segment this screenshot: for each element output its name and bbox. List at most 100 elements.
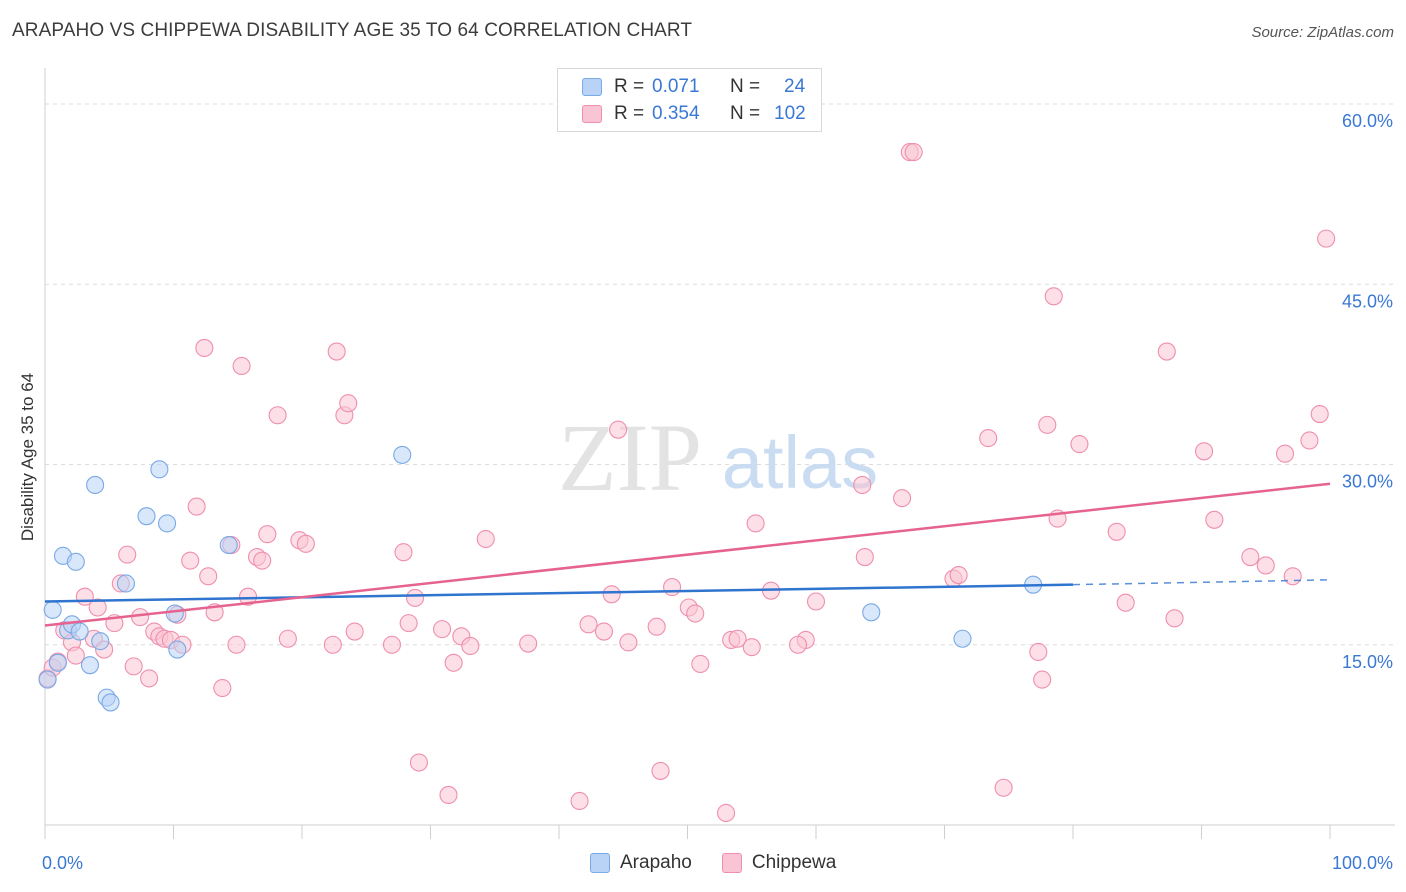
data-point-arapaho (393, 445, 412, 464)
data-point-chippewa (296, 534, 315, 553)
data-point-chippewa (227, 635, 246, 654)
data-point-chippewa (66, 646, 85, 665)
data-point-chippewa (691, 654, 710, 674)
data-point-chippewa (140, 669, 159, 688)
data-point-chippewa (476, 529, 495, 549)
data-point-arapaho (168, 640, 187, 659)
data-point-chippewa (949, 566, 968, 585)
data-point-chippewa (258, 525, 277, 544)
bottom-legend-label-chippewa: Chippewa (751, 852, 837, 873)
data-point-chippewa (439, 785, 458, 805)
data-point-chippewa (399, 614, 418, 633)
data-point-chippewa (594, 622, 614, 641)
y-tick-label: 60.0% (1342, 111, 1393, 131)
data-point-chippewa (88, 598, 107, 617)
data-point-chippewa (238, 587, 258, 606)
data-point-chippewa (278, 629, 297, 648)
data-point-arapaho (219, 535, 238, 555)
data-point-arapaho (38, 670, 57, 689)
data-point-chippewa (855, 547, 874, 567)
watermark-zip: ZIP (558, 404, 702, 511)
data-point-chippewa (1038, 415, 1057, 434)
data-point-chippewa (187, 497, 206, 516)
data-point-chippewa (1107, 522, 1126, 541)
data-point-chippewa (619, 633, 638, 652)
data-point-chippewa (433, 620, 452, 639)
y-tick-label: 15.0% (1342, 652, 1393, 672)
legend-swatch-chippewa (582, 105, 602, 123)
trend-lines (44, 482, 1331, 627)
data-point-chippewa (602, 585, 621, 604)
data-point-chippewa (461, 636, 480, 656)
y-tick-label: 30.0% (1342, 472, 1393, 492)
data-point-chippewa (647, 617, 666, 636)
data-point-chippewa (609, 420, 628, 439)
bottom-legend-label-arapaho: Arapaho (620, 852, 692, 873)
data-point-chippewa (394, 543, 413, 562)
data-point-chippewa (1044, 287, 1063, 306)
data-point-arapaho (91, 632, 110, 651)
data-point-chippewa (904, 143, 923, 162)
data-points (38, 143, 1336, 823)
bottom-legend-arapaho[interactable]: Arapaho (590, 852, 692, 874)
legend-row-arapaho: R = 0.071 N = 24 (582, 75, 805, 99)
data-point-chippewa (268, 406, 287, 425)
data-point-chippewa (746, 514, 765, 533)
watermark: ZIP atlas (558, 404, 878, 511)
data-point-arapaho (165, 604, 184, 623)
trend-line-arapaho (44, 583, 1074, 603)
data-point-chippewa (124, 657, 143, 676)
bottom-legend-chippewa[interactable]: Chippewa (721, 852, 837, 874)
data-point-chippewa (345, 622, 364, 641)
data-point-arapaho (48, 653, 67, 672)
x-tick-label: 0.0% (42, 853, 83, 873)
data-point-chippewa (1310, 404, 1329, 424)
data-point-chippewa (742, 638, 761, 657)
data-point-chippewa (118, 545, 137, 564)
legend-swatch-arapaho (582, 78, 602, 96)
data-point-chippewa (1300, 431, 1319, 450)
data-point-arapaho (116, 574, 136, 593)
data-point-arapaho (66, 552, 85, 571)
data-point-chippewa (994, 778, 1013, 797)
data-point-chippewa (406, 588, 425, 607)
legend-n-label: N = (730, 76, 761, 97)
data-point-chippewa (893, 489, 912, 508)
data-point-chippewa (195, 338, 214, 358)
data-point-chippewa (579, 615, 598, 634)
trend-line-extension-arapaho (1072, 579, 1331, 586)
data-point-arapaho (101, 693, 120, 712)
data-point-chippewa (1241, 547, 1260, 567)
data-point-chippewa (519, 634, 538, 653)
data-point-chippewa (1033, 670, 1052, 689)
data-point-chippewa (853, 475, 872, 494)
data-point-arapaho (158, 514, 177, 533)
data-point-chippewa (327, 342, 346, 361)
data-point-chippewa (1205, 510, 1224, 529)
bottom-legend: Arapaho Chippewa (590, 852, 866, 874)
data-point-chippewa (213, 678, 232, 698)
data-point-chippewa (409, 753, 428, 772)
bottom-legend-swatch-arapaho (590, 853, 610, 873)
legend-r-label: R = (614, 76, 645, 97)
data-point-chippewa (1195, 442, 1214, 461)
data-point-chippewa (570, 791, 589, 811)
y-axis-label: Disability Age 35 to 64 (18, 373, 37, 541)
legend-r-value: 0.071 (652, 76, 700, 97)
legend-r-label: R = (614, 103, 645, 124)
data-point-chippewa (253, 551, 272, 570)
y-tick-label: 45.0% (1342, 291, 1393, 311)
grid-lines (45, 103, 1395, 646)
data-point-chippewa (1283, 567, 1302, 586)
x-tick-label: 100.0% (1332, 853, 1393, 873)
legend-n-value: 102 (774, 103, 806, 124)
legend-n-label: N = (730, 103, 761, 124)
data-point-chippewa (131, 608, 150, 627)
data-point-chippewa (1070, 435, 1089, 454)
data-point-chippewa (716, 803, 736, 823)
legend-row-chippewa: R = 0.354 N = 102 (582, 102, 806, 126)
data-point-chippewa (806, 592, 826, 611)
data-point-chippewa (686, 604, 705, 623)
data-point-chippewa (339, 394, 358, 413)
